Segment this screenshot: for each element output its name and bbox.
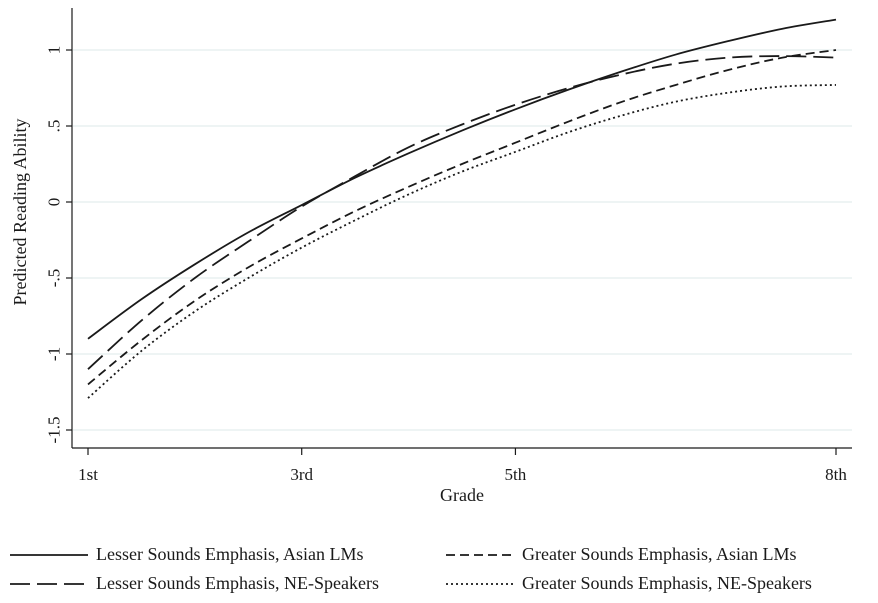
legend: Lesser Sounds Emphasis, Asian LMs Greater… — [10, 544, 812, 593]
x-tick-label: 3rd — [290, 465, 313, 484]
legend-label-greater-asian: Greater Sounds Emphasis, Asian LMs — [522, 544, 796, 564]
y-tick-label: -1.5 — [45, 417, 64, 444]
legend-label-lesser-asian: Lesser Sounds Emphasis, Asian LMs — [96, 544, 364, 564]
series-line-lesser-ne — [87, 55, 837, 370]
y-axis-title: Predicted Reading Ability — [10, 119, 30, 306]
series-line-greater-asian — [87, 49, 837, 386]
y-tick-label: -.5 — [45, 269, 64, 287]
series-line-lesser-asian — [87, 18, 837, 340]
legend-label-greater-ne: Greater Sounds Emphasis, NE-Speakers — [522, 573, 812, 593]
x-axis-title: Grade — [440, 485, 484, 505]
x-tick-label: 8th — [825, 465, 847, 484]
x-tick-label: 1st — [78, 465, 98, 484]
y-tick-label: 0 — [45, 198, 64, 207]
legend-label-lesser-ne: Lesser Sounds Emphasis, NE-Speakers — [96, 573, 379, 593]
series-line-greater-ne — [87, 84, 837, 399]
x-ticks: 1st 3rd 5th 8th — [78, 448, 847, 484]
x-tick-label: 5th — [505, 465, 527, 484]
axes — [71, 8, 852, 449]
grid-lines — [73, 49, 852, 431]
series-lines — [87, 18, 837, 399]
y-tick-label: -1 — [45, 347, 64, 361]
y-ticks: 1 .5 0 -.5 -1 -1.5 — [45, 46, 72, 444]
y-tick-label: .5 — [45, 120, 64, 133]
y-tick-label: 1 — [45, 46, 64, 55]
